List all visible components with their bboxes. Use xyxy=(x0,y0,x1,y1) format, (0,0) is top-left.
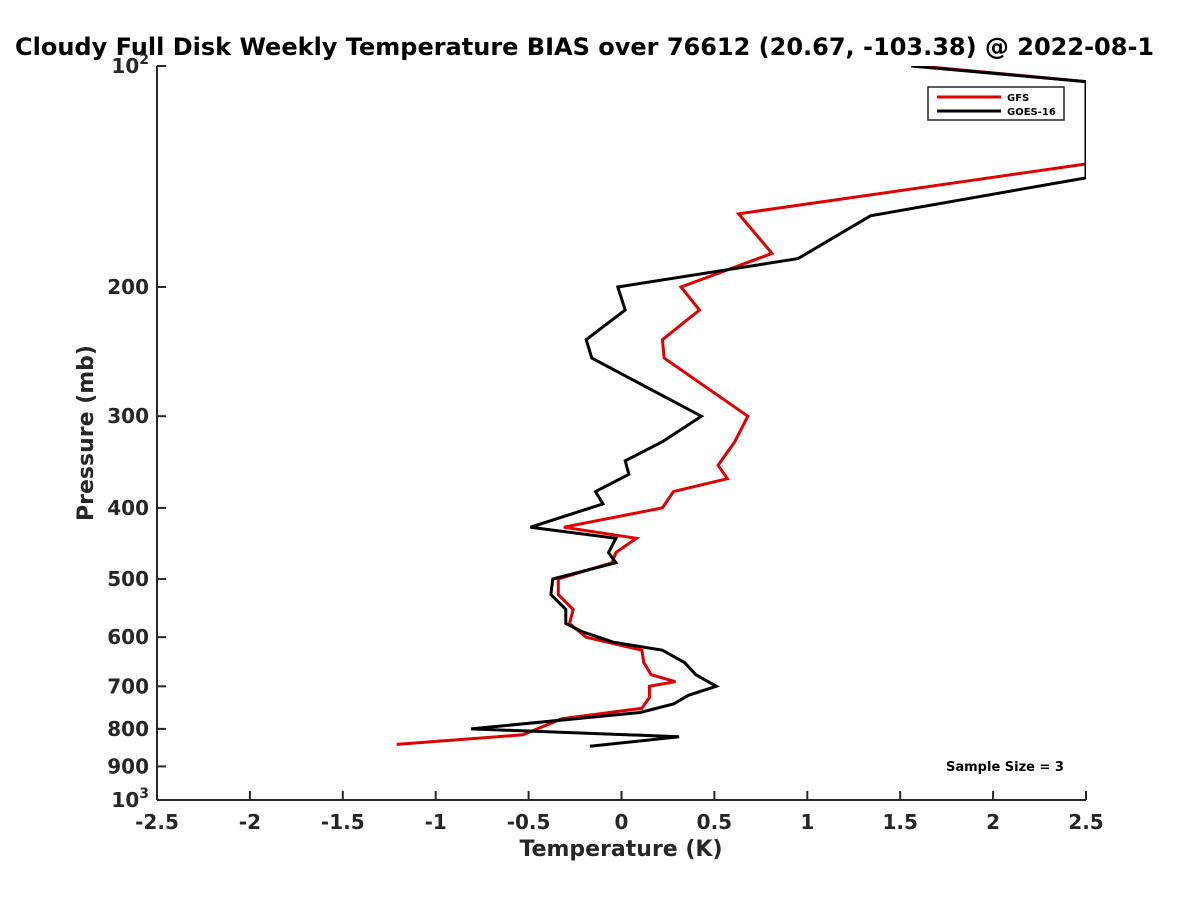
axes-layer: -2.5 -2 -1.5 -1 -0.5 0 0.5 1 1.5 2 2.5102200300400… xyxy=(107,52,1103,834)
y-tick-label-base: 900 xyxy=(107,754,149,778)
y-axis-label: Pressure (mb) xyxy=(74,345,99,521)
legend-box xyxy=(927,86,1065,121)
y-tick-label: 102 xyxy=(111,52,149,78)
y-tick-label-base: 10 xyxy=(111,54,139,78)
y-tick-label-exponent: 3 xyxy=(139,786,149,802)
y-tick-label: 900 xyxy=(107,754,149,778)
x-tick-label: -2 xyxy=(239,810,261,834)
x-tick-label: 1 xyxy=(800,810,814,834)
y-tick-label-base: 10 xyxy=(111,788,139,812)
y-tick-label: 400 xyxy=(107,496,149,520)
y-tick-label: 800 xyxy=(107,717,149,741)
x-tick-label: 2.5 xyxy=(1068,810,1103,834)
x-tick-label: -1.5 xyxy=(321,810,365,834)
x-tick-label: -2.5 xyxy=(135,810,179,834)
series-layer xyxy=(396,66,1086,748)
x-tick-label: -1 xyxy=(425,810,447,834)
y-tick-label-base: 700 xyxy=(107,674,149,698)
y-tick-label: 300 xyxy=(107,404,149,428)
y-tick-label-base: 400 xyxy=(107,496,149,520)
series-line-gfs xyxy=(396,66,1086,746)
y-tick-label: 103 xyxy=(111,786,149,812)
x-axis-label: Temperature (K) xyxy=(519,837,722,862)
y-tick-label: 600 xyxy=(107,625,149,649)
y-tick-label: 700 xyxy=(107,674,149,698)
x-tick-label: -0.5 xyxy=(507,810,551,834)
legend: GFS GOES-16 xyxy=(927,86,1065,121)
sample-size-annotation: Sample Size = 3 xyxy=(946,760,1064,775)
y-tick-label-base: 300 xyxy=(107,404,149,428)
y-tick-label-base: 500 xyxy=(107,567,149,591)
legend-label: GFS xyxy=(1007,93,1029,104)
x-tick-label: 0.5 xyxy=(697,810,732,834)
series-line-goes-16 xyxy=(470,66,1086,748)
y-tick-label-exponent: 2 xyxy=(139,52,149,68)
y-tick-label-base: 600 xyxy=(107,625,149,649)
x-tick-label: 0 xyxy=(615,810,629,834)
x-tick-label: 1.5 xyxy=(882,810,917,834)
plot-area: -2.5 -2 -1.5 -1 -0.5 0 0.5 1 1.5 2 2.5102200300400… xyxy=(107,52,1103,834)
chart-title: Cloudy Full Disk Weekly Temperature BIAS… xyxy=(15,33,1154,61)
y-tick-label-base: 200 xyxy=(107,275,149,299)
y-tick-label: 500 xyxy=(107,567,149,591)
y-tick-label-base: 800 xyxy=(107,717,149,741)
x-tick-label: 2 xyxy=(986,810,1000,834)
legend-label: GOES-16 xyxy=(1007,107,1056,118)
y-tick-label: 200 xyxy=(107,275,149,299)
